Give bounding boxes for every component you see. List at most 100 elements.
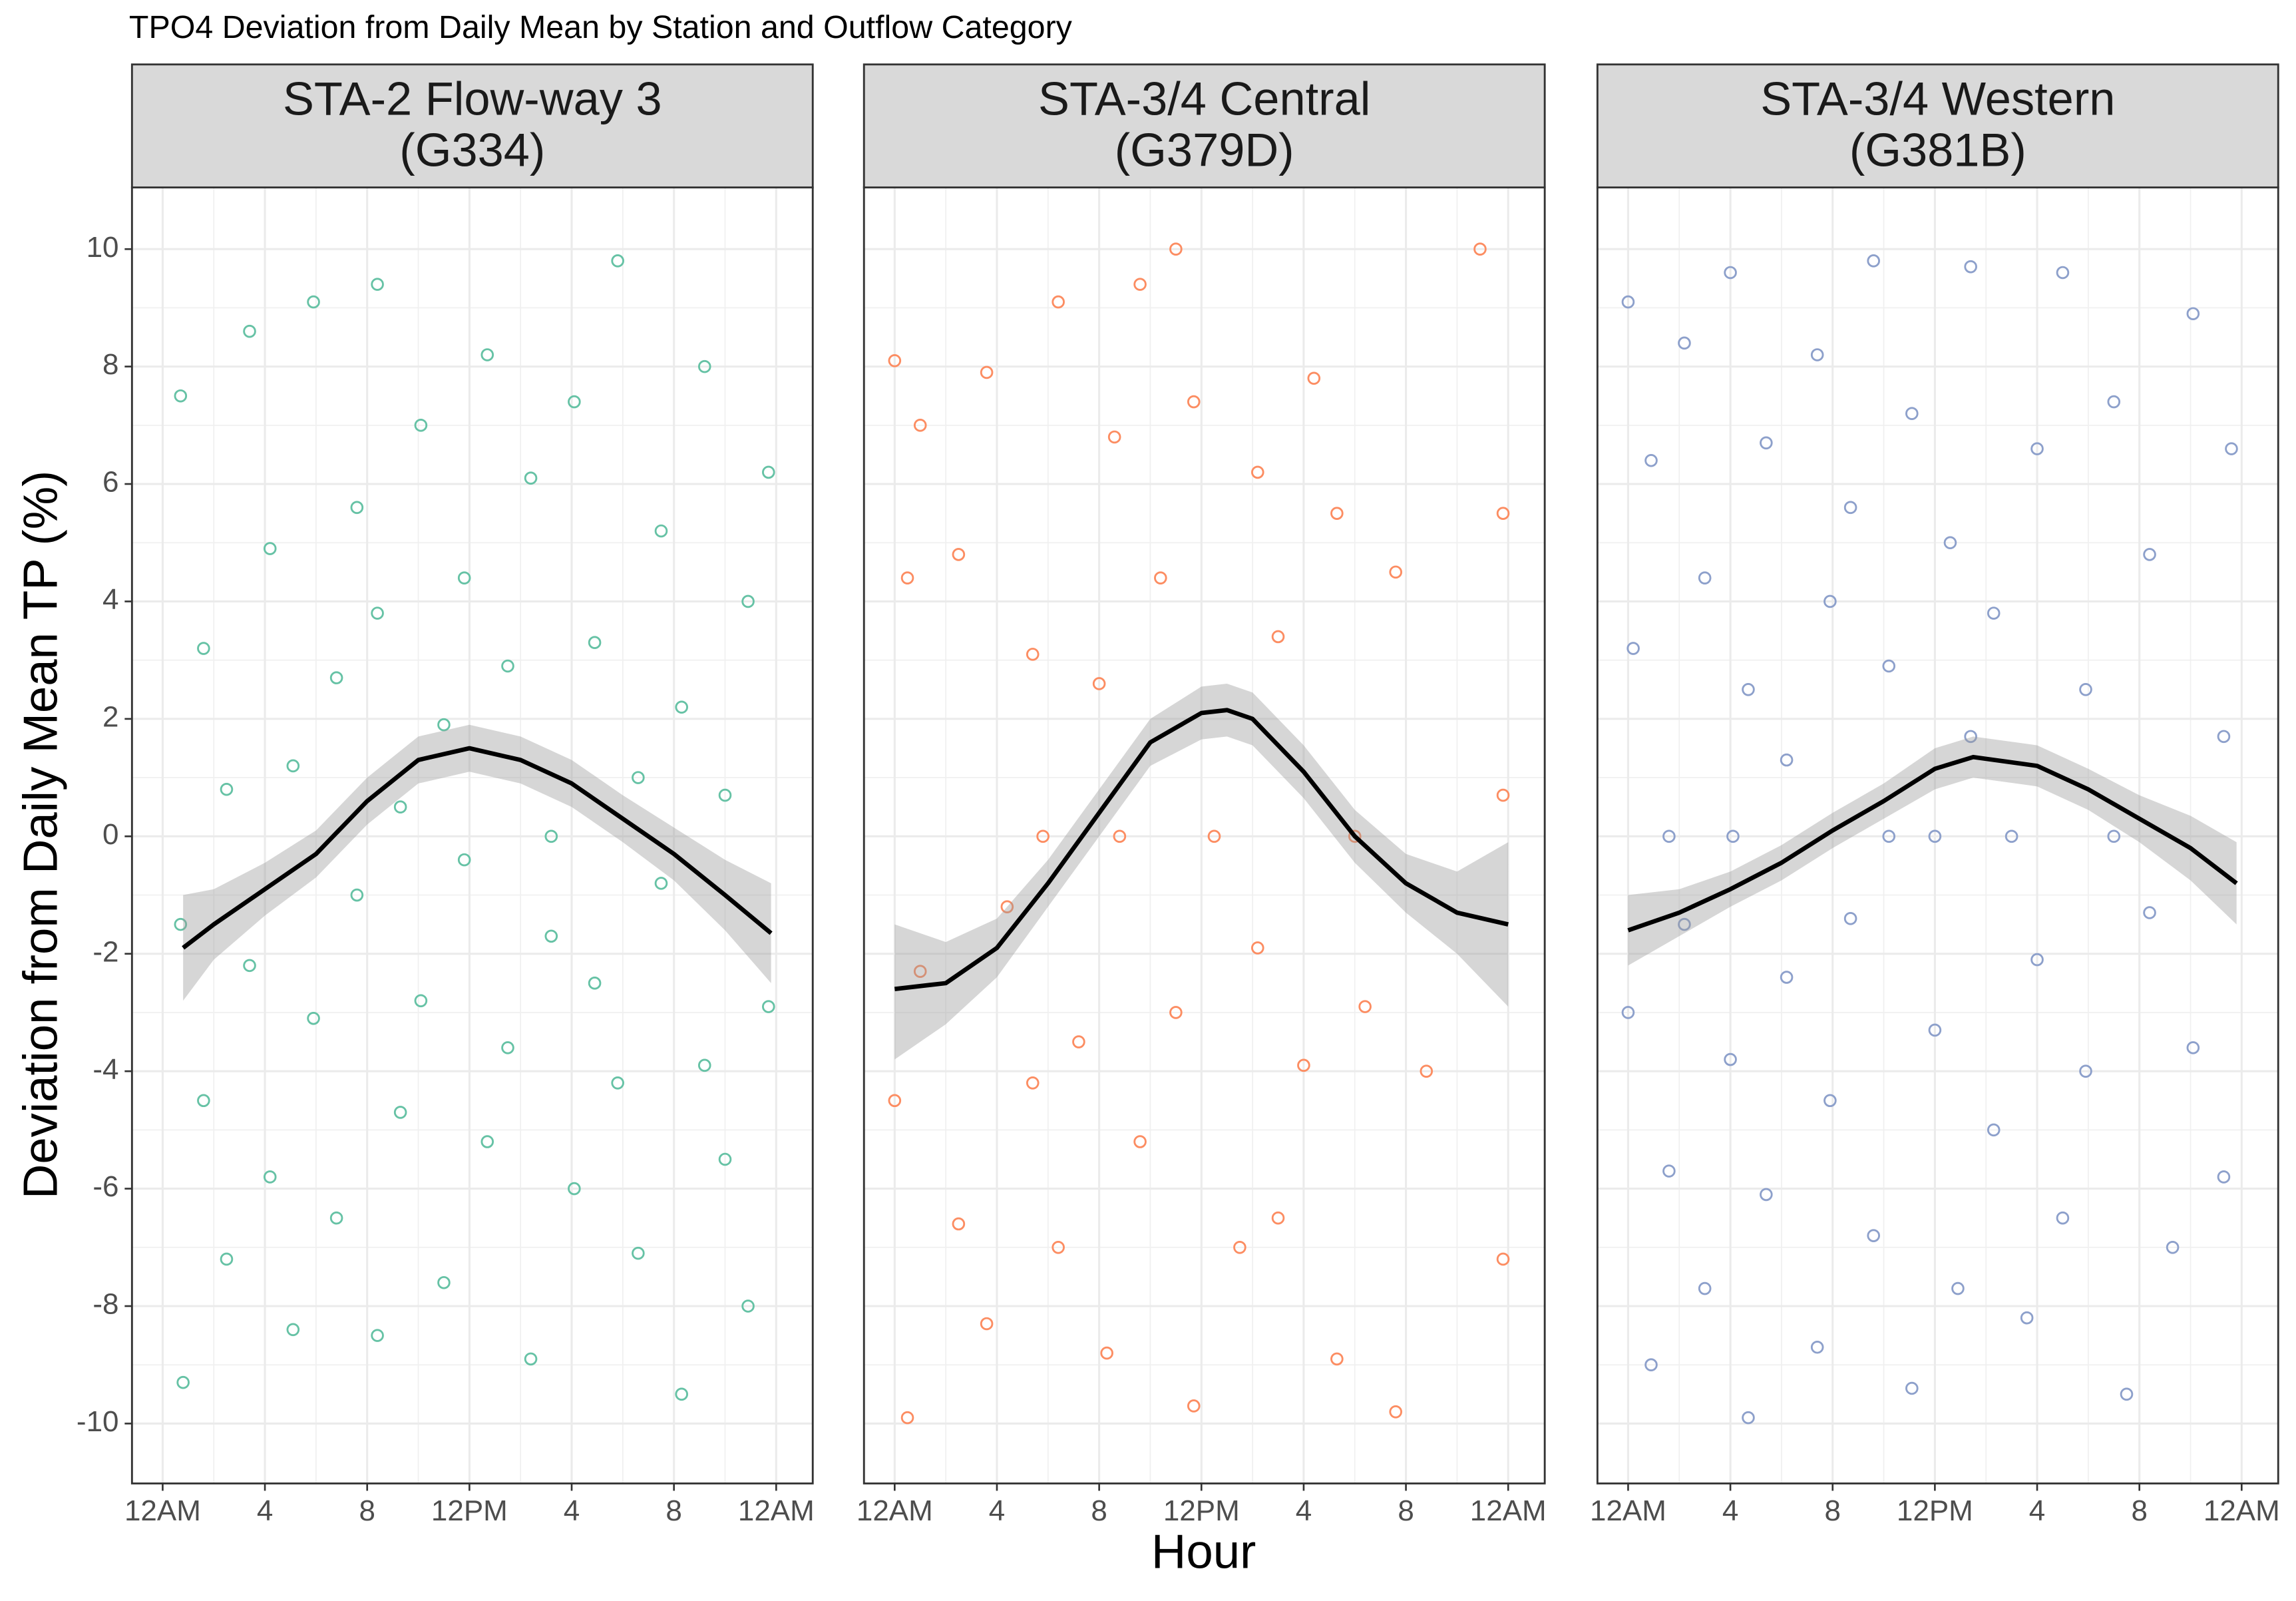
point: [1052, 1241, 1065, 1254]
point: [2056, 1211, 2070, 1225]
x-tick-label: 8: [1091, 1494, 1107, 1527]
point: [1928, 829, 1942, 843]
strip-title: STA-3/4 Central: [1038, 73, 1370, 125]
point: [1823, 594, 1837, 608]
point: [1964, 730, 1977, 744]
point: [1113, 829, 1127, 843]
point: [2217, 730, 2231, 744]
point: [1760, 1188, 1773, 1202]
point: [1698, 571, 1712, 584]
point: [2005, 829, 2018, 843]
point: [913, 965, 927, 978]
point: [1905, 407, 1919, 420]
point: [1026, 1076, 1040, 1090]
point: [371, 278, 384, 291]
point: [1678, 336, 1691, 350]
point: [1626, 642, 1640, 655]
y-tick-label: 0: [102, 818, 118, 851]
point: [1000, 900, 1014, 913]
point: [544, 829, 558, 843]
x-tick-label: 8: [1398, 1494, 1414, 1527]
x-tick-label: 12AM: [2203, 1494, 2280, 1527]
point: [611, 1076, 624, 1090]
point: [2020, 1311, 2034, 1325]
x-tick-label: 4: [564, 1494, 580, 1527]
point: [1726, 829, 1740, 843]
x-tick-label: 4: [1296, 1494, 1312, 1527]
point: [2166, 1241, 2180, 1254]
point: [197, 1094, 210, 1108]
point: [174, 917, 188, 931]
point: [1026, 648, 1040, 661]
point: [1271, 1211, 1285, 1225]
point: [501, 659, 514, 673]
point: [2030, 442, 2044, 455]
x-tick-label: 4: [1722, 1494, 1738, 1527]
point: [654, 877, 668, 890]
point: [1207, 829, 1221, 843]
point: [1742, 1411, 1755, 1425]
x-tick-label: 8: [2131, 1494, 2147, 1527]
y-tick-label: 2: [102, 701, 118, 734]
strip: [130, 63, 814, 189]
point: [286, 1323, 300, 1337]
point: [1250, 465, 1264, 479]
point: [1389, 565, 1402, 579]
point: [457, 571, 471, 584]
point: [414, 419, 428, 432]
point: [220, 782, 234, 796]
point: [2143, 548, 2156, 561]
point: [371, 606, 384, 620]
point: [1233, 1241, 1246, 1254]
point: [263, 542, 277, 555]
point: [741, 594, 755, 608]
point: [1867, 254, 1880, 268]
point: [393, 800, 407, 814]
strip-title: STA-3/4 Western: [1760, 73, 2115, 125]
smooth-line: [1627, 754, 2238, 933]
point: [1742, 682, 1755, 696]
point: [437, 1275, 451, 1289]
point: [1964, 260, 1977, 274]
x-tick-label: 12AM: [1470, 1494, 1547, 1527]
point: [393, 1106, 407, 1119]
point: [1330, 507, 1344, 520]
point: [1987, 606, 2001, 620]
x-tick-label: 4: [2029, 1494, 2045, 1527]
point: [1843, 912, 1857, 925]
point: [2107, 829, 2121, 843]
point: [1951, 1281, 1965, 1295]
point: [2120, 1387, 2134, 1401]
point: [1905, 1381, 1919, 1395]
point: [1928, 1023, 1942, 1037]
point: [414, 994, 428, 1008]
point: [1133, 1135, 1147, 1148]
point: [1698, 1281, 1712, 1295]
y-tick-label: 10: [87, 231, 119, 264]
point: [1169, 1006, 1183, 1019]
point: [307, 295, 320, 309]
point: [718, 788, 732, 802]
point: [1092, 677, 1106, 690]
point: [952, 1217, 966, 1231]
point: [980, 1317, 994, 1331]
point: [900, 571, 914, 584]
point: [1307, 371, 1321, 385]
point: [220, 1252, 234, 1266]
point: [174, 389, 188, 403]
point: [544, 929, 558, 943]
point: [1052, 295, 1065, 309]
point: [350, 888, 364, 902]
confidence-band: [1628, 736, 2237, 966]
point: [568, 395, 581, 409]
point: [1187, 395, 1201, 409]
strip: [1596, 63, 2279, 189]
y-tick-label: -10: [77, 1405, 119, 1438]
point: [329, 1211, 343, 1225]
point: [1420, 1064, 1434, 1078]
y-tick-label: -4: [93, 1053, 118, 1086]
x-tick-label: 12PM: [431, 1494, 508, 1527]
smooth-line: [182, 746, 773, 950]
point: [1724, 1052, 1737, 1066]
